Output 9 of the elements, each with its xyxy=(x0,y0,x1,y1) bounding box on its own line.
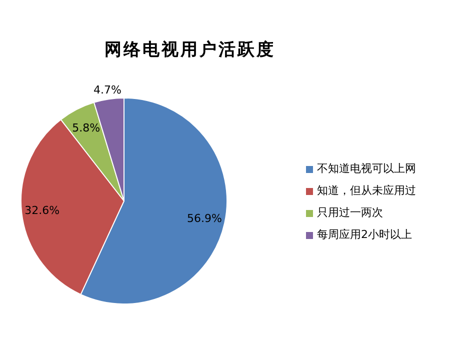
data-label: 4.7% xyxy=(94,84,122,97)
data-label: 32.6% xyxy=(24,204,60,217)
legend-label: 只用过一两次 xyxy=(317,205,383,221)
data-label: 56.9% xyxy=(186,212,222,226)
legend-label: 不知道电视可以上网 xyxy=(317,161,416,177)
legend-label: 每周应用2小时以上 xyxy=(317,227,412,243)
legend-label: 知道，但从未应用过 xyxy=(317,183,416,199)
chart-title: 网络电视用户活跃度 xyxy=(104,39,276,61)
data-label: 5.8% xyxy=(72,121,100,134)
